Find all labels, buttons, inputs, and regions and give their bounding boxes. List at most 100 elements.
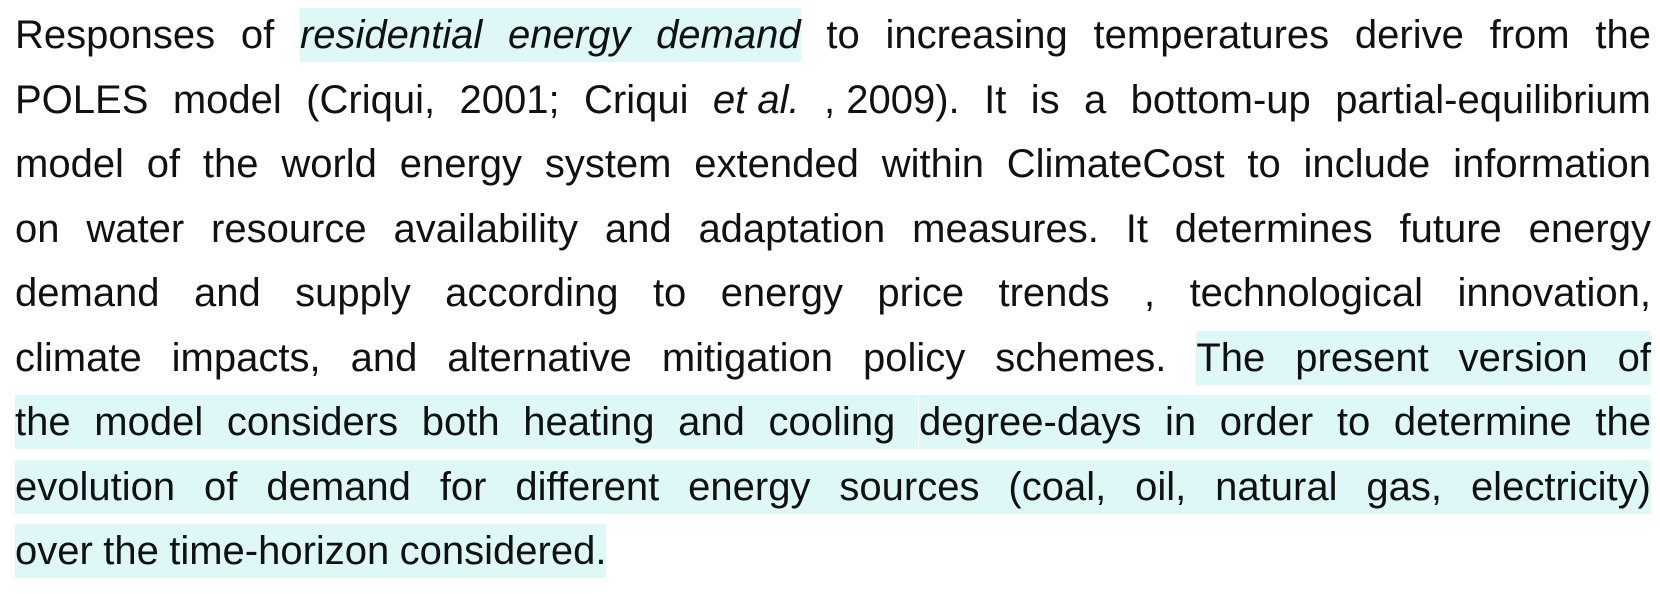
highlighted-word: both: [421, 395, 523, 449]
word: water: [86, 206, 185, 251]
word: Responses: [15, 13, 216, 57]
highlighted-word: of: [204, 459, 267, 514]
highlighted-word: over: [15, 524, 104, 578]
word: schemes.: [995, 335, 1167, 380]
word: adaptation: [698, 206, 886, 251]
highlighted-word: present: [1295, 330, 1460, 385]
word: and: [604, 206, 672, 251]
word: (Criqui,: [306, 77, 436, 122]
text-line: over the time-horizon considered.: [15, 524, 1651, 589]
highlighted-word: energy: [508, 8, 657, 62]
word: is: [1030, 77, 1060, 122]
word: world: [281, 142, 377, 186]
word: ,: [1144, 271, 1156, 315]
word: 2001;: [459, 77, 560, 122]
word: determines: [1174, 206, 1373, 251]
word: to: [826, 13, 860, 57]
word: alternative: [447, 335, 632, 380]
word: trends: [998, 271, 1110, 315]
word: partial-equilibrium: [1335, 77, 1651, 122]
highlighted-word: The: [1196, 330, 1296, 385]
text-line: the model considers both heating and cooling de…: [15, 395, 1651, 460]
word: price: [877, 271, 965, 315]
word: impacts,: [171, 335, 321, 380]
word: derive: [1354, 13, 1464, 57]
word: on: [15, 206, 60, 251]
word: system: [544, 142, 672, 186]
word: It: [984, 77, 1007, 122]
word: a: [1084, 77, 1107, 122]
highlighted-word: cooling: [768, 395, 919, 449]
word: according: [445, 271, 619, 315]
word: resource: [211, 206, 367, 251]
word: innovation,: [1457, 271, 1651, 315]
highlighted-word: of: [1617, 330, 1651, 385]
highlighted-word: natural: [1215, 459, 1367, 514]
highlighted-word: the: [15, 395, 94, 449]
word: supply: [295, 271, 411, 315]
word: of: [240, 13, 275, 57]
highlighted-word: (coal,: [1008, 459, 1136, 514]
word: energy: [1528, 206, 1651, 251]
highlighted-word: in: [1165, 395, 1221, 449]
word: model: [15, 142, 124, 186]
word: future: [1399, 206, 1502, 251]
text-line: on water resource availability and adaptation…: [15, 202, 1651, 267]
word: technological: [1189, 271, 1424, 315]
word: , 2009).: [824, 77, 960, 122]
word: the: [202, 142, 259, 186]
text-line: demand and supply according to energy price tre…: [15, 266, 1651, 331]
word: from: [1489, 13, 1570, 57]
word: energy: [720, 271, 843, 315]
text-line: model of the world energy system extended withi…: [15, 137, 1651, 202]
highlighted-word: oil,: [1135, 459, 1216, 514]
word: measures.: [912, 206, 1099, 251]
highlighted-word: considered.: [399, 524, 607, 578]
highlighted-word: for: [439, 459, 515, 514]
word: the: [1595, 13, 1651, 57]
word: and: [350, 335, 418, 380]
highlighted-word: energy: [688, 459, 840, 514]
text-line: climate impacts, and alternative mitigation p…: [15, 330, 1651, 396]
word: to: [652, 271, 687, 315]
highlighted-word: the: [1595, 395, 1651, 449]
highlighted-word: the: [103, 524, 170, 578]
highlighted-word: determine: [1393, 395, 1595, 449]
word: et al.: [712, 77, 800, 122]
word: increasing: [885, 13, 1068, 57]
word: bottom-up: [1130, 77, 1311, 122]
word: information: [1453, 142, 1651, 186]
highlighted-word: to: [1336, 395, 1395, 449]
highlighted-word: different: [515, 459, 689, 514]
highlighted-word: version: [1458, 330, 1618, 385]
word: availability: [393, 206, 578, 251]
word: and: [193, 271, 261, 315]
word: include: [1303, 142, 1431, 186]
highlighted-word: time-horizon: [169, 524, 400, 578]
word: temperatures: [1093, 13, 1330, 57]
word: within: [881, 142, 984, 186]
highlighted-word: sources: [839, 459, 1009, 514]
highlighted-word: heating: [523, 395, 679, 449]
highlighted-word: order: [1219, 395, 1338, 449]
word: model: [172, 77, 282, 122]
word: ClimateCost: [1006, 142, 1225, 186]
text-line: POLES model (Criqui, 2001; Criqui et al. , 200…: [15, 73, 1651, 138]
word: POLES: [15, 77, 149, 122]
word: mitigation: [661, 335, 834, 380]
word: energy: [399, 142, 523, 186]
highlighted-word: considers: [226, 395, 423, 449]
highlighted-word: evolution: [15, 459, 205, 514]
word: policy: [863, 335, 966, 380]
document-paragraph: Responses of residential energy demand to incr…: [15, 8, 1651, 589]
highlighted-word: degree-days: [918, 395, 1166, 449]
word: Criqui: [584, 77, 689, 122]
highlighted-word: gas,: [1366, 459, 1472, 514]
highlighted-word: demand: [266, 459, 440, 514]
word: climate: [15, 335, 142, 380]
highlighted-word: demand: [656, 8, 801, 62]
word: extended: [694, 142, 859, 186]
highlighted-word: residential: [299, 8, 509, 62]
highlighted-word: and: [678, 395, 769, 449]
highlighted-word: model: [94, 395, 228, 449]
